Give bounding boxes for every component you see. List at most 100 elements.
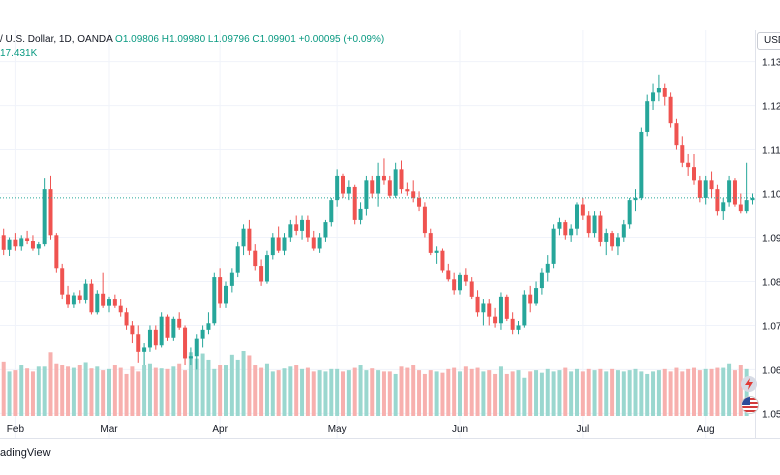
change-value: +0.00095 (+0.09%) [298,34,385,45]
volume-bar [282,368,287,416]
candle-body [89,283,94,313]
volume-bar [575,368,579,416]
candle-body [159,316,164,346]
volume-bar [48,352,53,416]
volume-bar [329,368,334,416]
candle-body [136,334,141,352]
volume-bar [686,368,691,416]
candle-body [569,228,574,236]
us-flag-icon[interactable] [741,396,759,414]
candle-body [276,237,281,251]
volume-label: 17.431K [0,48,38,59]
x-tick-label: Feb [7,424,25,435]
volume-bar [387,371,392,416]
candle-body [440,250,445,271]
candle-body [504,296,509,319]
volume-bar [405,367,410,416]
candle-body [522,294,527,326]
flash-icon[interactable] [741,376,757,392]
candle-body [364,180,369,209]
volume-bar [264,363,269,416]
volume-bar [516,370,521,416]
symbol-label: / U.S. Dollar, 1D, OANDA [0,34,113,45]
y-tick-label: 1.07 [762,321,780,332]
volume-bar [539,372,544,416]
candle-body [77,295,82,300]
volume-bar [54,363,59,416]
candle-body [452,279,457,291]
candle-body [668,96,673,124]
volume-bar [112,365,117,416]
volume-bar [557,370,562,416]
candle-body [481,303,486,313]
candle-body [516,325,521,330]
candle-body [1,235,6,250]
volume-bar [709,368,714,416]
volume-bar [498,366,503,416]
volume-bar [703,368,708,416]
x-tick-label: Jun [452,424,468,435]
volume-bar [621,371,626,416]
candle-body [112,299,117,306]
candle-body [680,145,685,163]
candle-body [124,312,129,326]
volume-bar [656,370,661,416]
volume-bar [200,353,205,416]
volume-bar [563,367,568,416]
currency-button[interactable]: USD [757,32,780,50]
volume-bar [487,370,492,416]
volume-bar [545,368,550,416]
candle-body [376,175,381,194]
candle-body [639,131,644,198]
candle-body [323,222,328,238]
volume-bar [341,371,345,416]
candle-body [194,338,199,357]
volume-bar [60,365,65,416]
volume-bar [604,371,609,416]
candle-body [598,215,603,242]
candle-body [709,180,714,190]
volume-bar [668,371,673,416]
ohlc-legend: / U.S. Dollar, 1D, OANDA O1.09806 H1.099… [0,34,384,45]
candle-body [604,233,609,242]
candle-body [610,233,615,247]
candle-body [528,294,533,304]
candle-body [259,266,264,282]
candle-body [288,224,293,238]
volume-bar [1,361,6,416]
volume-bar [13,370,18,416]
volume-bar [25,368,30,416]
y-tick-label: 1.10 [762,190,780,201]
volume-bar [294,365,299,416]
volume-bar [598,368,603,416]
candle-body [235,246,240,273]
volume-bar [101,370,106,416]
candle-body [580,204,585,216]
candle-body [446,270,451,280]
y-tick-label: 1.13 [762,58,780,69]
candle-body [370,180,375,194]
volume-bar [721,367,726,416]
x-tick-label: May [328,424,347,435]
volume-bar [305,367,310,416]
candle-body [107,299,111,306]
candle-body [411,191,416,198]
candle-body [142,347,147,352]
volume-bar [183,370,188,416]
candle-body [575,204,579,229]
volume-bar [528,371,533,416]
candle-body [692,167,696,181]
volume-bar [411,365,416,416]
volume-bar [165,368,170,416]
candle-body [358,208,363,220]
volume-bar [259,367,264,416]
volume-bar [732,370,737,416]
volume-bar [159,368,164,416]
candle-body [381,175,386,181]
volume-bar [381,371,386,416]
candle-body [352,186,357,220]
candle-body [463,274,468,282]
volume-bar [212,368,217,416]
